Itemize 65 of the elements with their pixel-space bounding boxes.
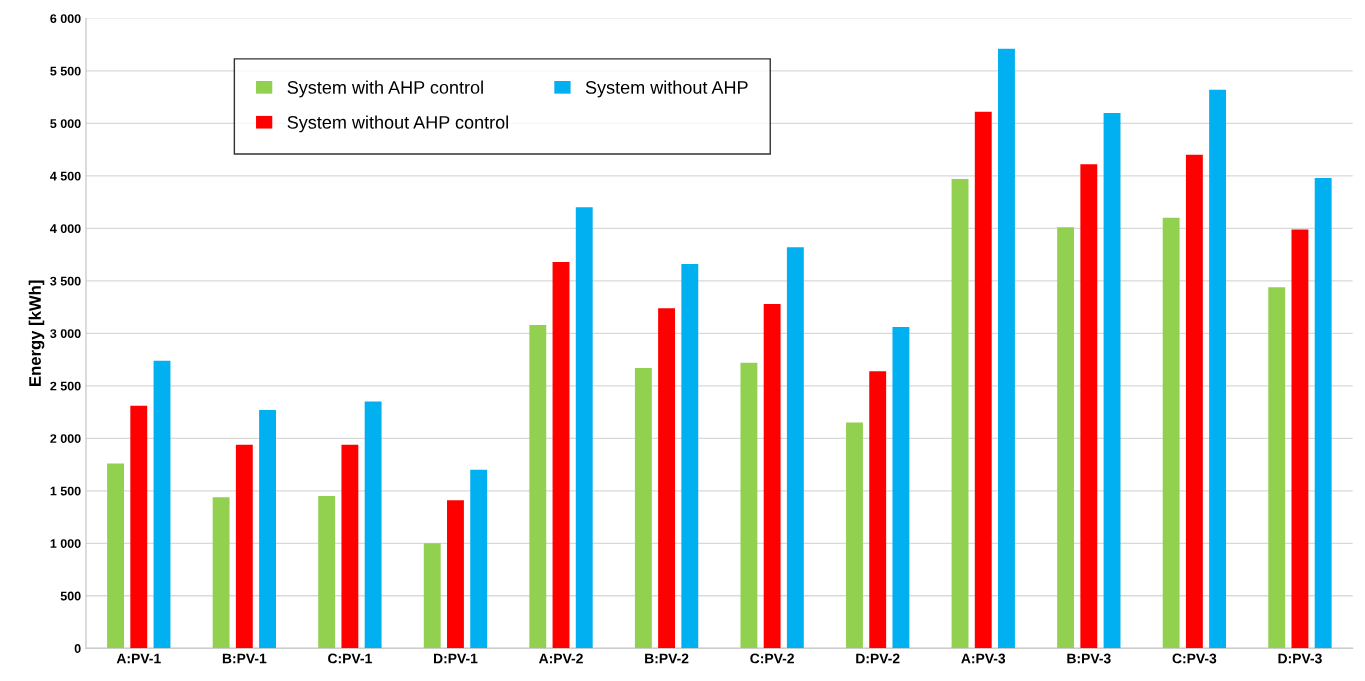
y-tick-label: 1 500 bbox=[50, 486, 81, 496]
bar bbox=[575, 207, 593, 649]
bar bbox=[1162, 217, 1180, 649]
bar bbox=[1268, 287, 1286, 649]
bar bbox=[364, 401, 382, 649]
y-tick-label: 3 500 bbox=[50, 276, 81, 286]
y-tick-label: 3 000 bbox=[50, 329, 81, 339]
y-tick-label: 0 bbox=[74, 644, 81, 653]
x-tick-label: A:PV-2 bbox=[538, 653, 583, 664]
bar bbox=[869, 371, 887, 649]
x-tick-label: A:PV-1 bbox=[116, 653, 161, 664]
y-tick-label: 6 000 bbox=[50, 14, 81, 24]
bar bbox=[951, 179, 969, 649]
bar bbox=[1209, 89, 1227, 649]
y-tick-label: 4 000 bbox=[50, 224, 81, 234]
bar bbox=[763, 303, 781, 649]
bar bbox=[740, 362, 758, 649]
bar bbox=[470, 469, 488, 649]
x-tick-label: C:PV-2 bbox=[750, 653, 794, 664]
bar bbox=[1103, 112, 1121, 649]
y-tick-label: 4 500 bbox=[50, 171, 81, 181]
x-tick-label: B:PV-1 bbox=[222, 653, 267, 664]
bar bbox=[212, 497, 230, 649]
bar bbox=[529, 324, 547, 649]
y-tick-label: 5 500 bbox=[50, 66, 81, 76]
x-tick-label: B:PV-3 bbox=[1067, 653, 1111, 664]
bar bbox=[974, 111, 992, 649]
bar bbox=[153, 360, 171, 649]
y-tick-label: 5 000 bbox=[50, 119, 81, 129]
x-tick-label: B:PV-2 bbox=[645, 653, 689, 664]
y-tick-label: 2 000 bbox=[50, 434, 81, 443]
legend-label: System with AHP control bbox=[287, 80, 483, 98]
bar bbox=[1057, 227, 1075, 649]
x-tick-label: A:PV-3 bbox=[961, 653, 1006, 664]
x-tick-label: D:PV-2 bbox=[856, 653, 900, 664]
y-tick-label: 1 000 bbox=[50, 539, 81, 548]
bar bbox=[1080, 164, 1098, 649]
bar bbox=[130, 405, 148, 649]
y-tick-label: 500 bbox=[60, 591, 81, 601]
bar bbox=[634, 368, 652, 649]
bar bbox=[259, 409, 276, 649]
legend-label: System without AHP bbox=[585, 80, 748, 98]
bar bbox=[846, 422, 863, 649]
bar bbox=[235, 444, 253, 649]
bar bbox=[423, 543, 441, 649]
bar bbox=[892, 327, 910, 649]
bar bbox=[998, 48, 1015, 649]
x-tick-label: C:PV-3 bbox=[1172, 653, 1217, 664]
y-tick-label: 2 500 bbox=[50, 381, 81, 391]
bar bbox=[447, 500, 464, 649]
bar bbox=[1185, 154, 1203, 649]
y-axis-title: Energy [kWh] bbox=[28, 280, 45, 386]
bar bbox=[658, 308, 676, 649]
bar bbox=[318, 496, 336, 649]
bar bbox=[786, 247, 804, 649]
bar bbox=[341, 444, 359, 649]
bar bbox=[681, 264, 699, 649]
x-tick-label: D:PV-3 bbox=[1278, 653, 1322, 664]
x-tick-label: C:PV-1 bbox=[328, 653, 372, 664]
bar bbox=[1314, 177, 1332, 649]
x-tick-label: D:PV-1 bbox=[434, 653, 478, 664]
bar bbox=[1291, 229, 1309, 649]
bar bbox=[107, 463, 124, 649]
legend-label: System without AHP control bbox=[287, 115, 508, 133]
bar bbox=[552, 261, 570, 649]
